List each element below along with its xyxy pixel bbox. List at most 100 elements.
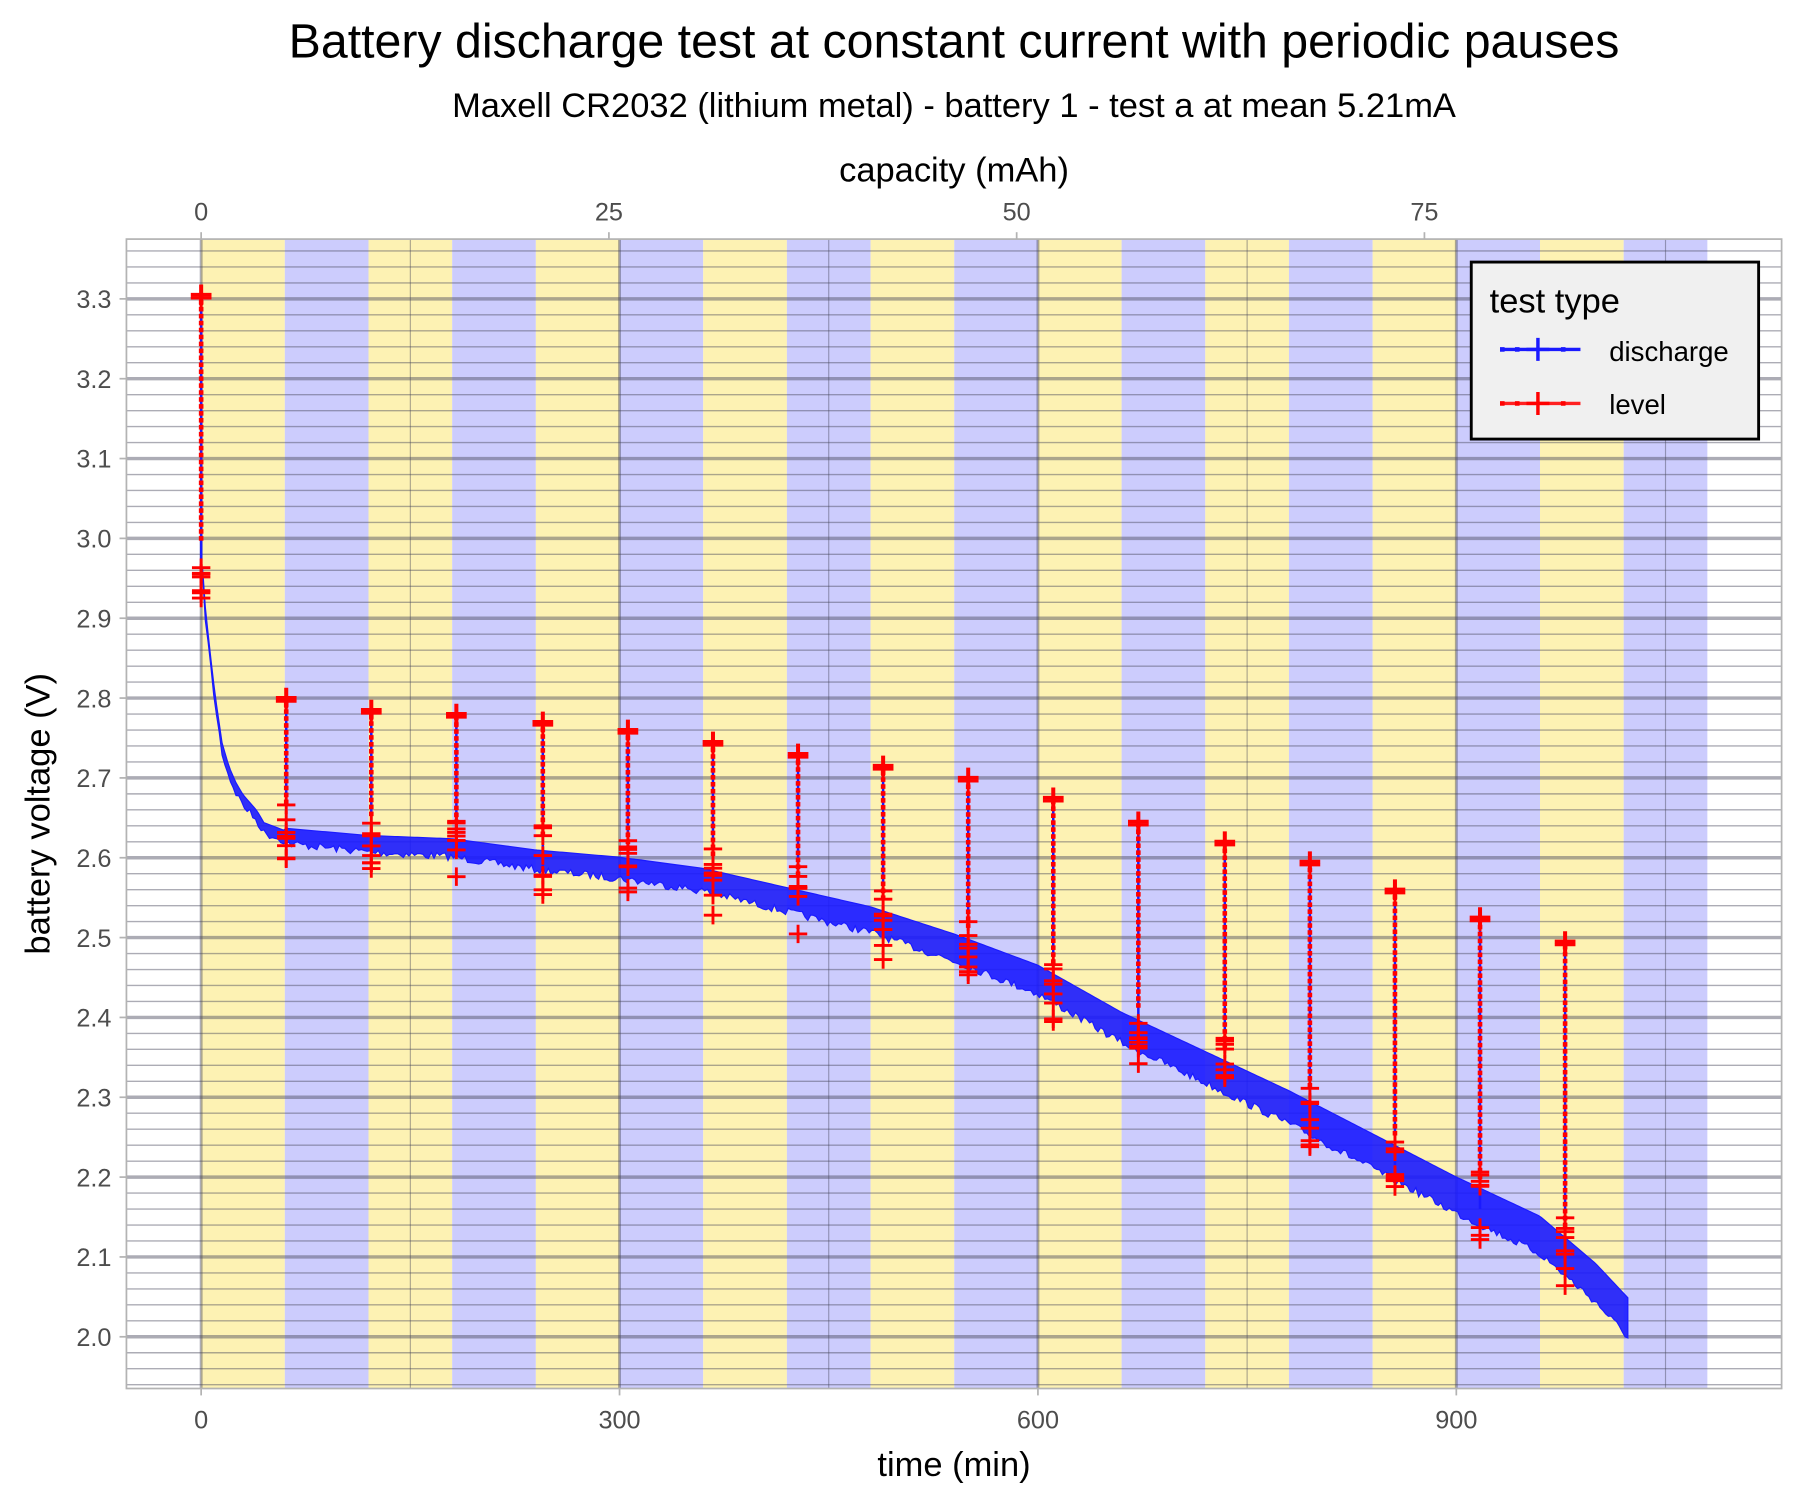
level-point: [1477, 1077, 1483, 1083]
background-band: [619, 239, 704, 1389]
level-point: [880, 784, 886, 789]
level-point: [1136, 919, 1141, 925]
level-point: [1392, 1061, 1398, 1067]
level-point: [1477, 938, 1483, 944]
level-point: [710, 781, 716, 787]
level-point: [1562, 1167, 1568, 1172]
level-marker: [618, 837, 638, 857]
level-point: [965, 860, 971, 866]
level-point: [198, 411, 204, 416]
level-point: [1050, 924, 1056, 930]
level-point: [454, 798, 459, 804]
level-point: [880, 832, 886, 838]
level-point: [625, 749, 631, 754]
level-marker: [1044, 955, 1063, 974]
level-point: [880, 777, 886, 782]
level-point: [1562, 1104, 1568, 1110]
y-tick-label: 2.5: [76, 925, 111, 953]
y-tick-label: 2.7: [76, 765, 111, 793]
level-point: [1477, 1140, 1483, 1145]
level-point: [1136, 871, 1141, 876]
level-point: [625, 783, 631, 789]
level-point: [198, 452, 204, 458]
level-point: [1562, 1111, 1568, 1117]
level-point: [1222, 883, 1228, 888]
level-point: [1477, 1091, 1483, 1097]
discharge-series: [201, 567, 1629, 1339]
background-band: [703, 239, 787, 1389]
level-point: [1136, 1003, 1141, 1008]
level-point: [1136, 982, 1141, 987]
level-point: [880, 791, 886, 796]
level-point: [1307, 1041, 1313, 1046]
x-tick-label: 600: [1017, 1407, 1059, 1435]
level-point: [1222, 966, 1228, 972]
level-point: [283, 723, 289, 728]
level-marker: [1044, 1009, 1063, 1029]
y-tick-label: 2.1: [76, 1244, 111, 1272]
level-point: [1222, 945, 1228, 951]
level-point: [198, 515, 204, 520]
level-point: [1050, 896, 1056, 902]
level-point: [540, 741, 546, 746]
level-point: [1562, 1146, 1568, 1151]
level-marker: [1042, 790, 1064, 812]
level-point: [1477, 966, 1483, 972]
y-tick-label: 3.2: [76, 366, 111, 394]
level-point: [1562, 1181, 1568, 1186]
level-point: [965, 833, 971, 838]
level-marker: [1470, 1218, 1490, 1237]
level-point: [1477, 1015, 1483, 1020]
level-marker: [618, 857, 638, 877]
y-tick-label: 2.9: [76, 605, 111, 633]
x-tick-label: 900: [1435, 1407, 1477, 1435]
level-marker: [703, 905, 723, 925]
level-point: [198, 480, 204, 486]
level-point: [1050, 931, 1056, 937]
level-point: [1222, 924, 1228, 930]
background-band: [535, 239, 620, 1389]
background-band: [284, 239, 369, 1389]
y-tick-label: 3.0: [76, 526, 111, 554]
level-point: [710, 761, 716, 766]
level-point: [1136, 933, 1141, 939]
level-point: [1136, 947, 1141, 953]
level-point: [198, 320, 204, 326]
level-marker: [959, 947, 978, 967]
level-point: [1392, 1033, 1398, 1039]
level-point: [965, 888, 971, 894]
level-point: [795, 774, 801, 779]
x-tick-label: 300: [598, 1407, 640, 1435]
level-marker: [191, 558, 211, 577]
x-tick-label: 0: [194, 1407, 208, 1435]
level-point: [1562, 1160, 1568, 1165]
level-point: [795, 808, 801, 814]
level-point: [368, 769, 374, 775]
level-point: [1392, 936, 1398, 942]
level-point: [1222, 918, 1228, 923]
level-point: [1307, 978, 1313, 984]
level-point: [198, 487, 204, 493]
level-point: [1307, 944, 1313, 949]
level-point: [1222, 1022, 1228, 1027]
level-point: [198, 418, 204, 423]
level-point: [1307, 1006, 1313, 1012]
level-point: [1222, 959, 1228, 965]
level-point: [1562, 1201, 1568, 1207]
level-point: [1562, 1007, 1568, 1012]
level-point: [710, 775, 716, 780]
level-point: [1562, 1132, 1568, 1138]
level-point: [1562, 1042, 1568, 1047]
level-point: [1477, 959, 1483, 965]
level-point: [795, 836, 801, 842]
y-tick-label: 3.3: [76, 286, 111, 314]
level-point: [795, 815, 801, 821]
level-point: [1392, 1082, 1398, 1087]
level-marker: [362, 813, 381, 833]
y-tick-label: 2.6: [76, 845, 111, 873]
level-point: [1136, 996, 1141, 1001]
background-band: [1205, 239, 1289, 1389]
level-point: [540, 803, 546, 809]
level-point: [1477, 1147, 1483, 1152]
level-point: [795, 843, 801, 849]
